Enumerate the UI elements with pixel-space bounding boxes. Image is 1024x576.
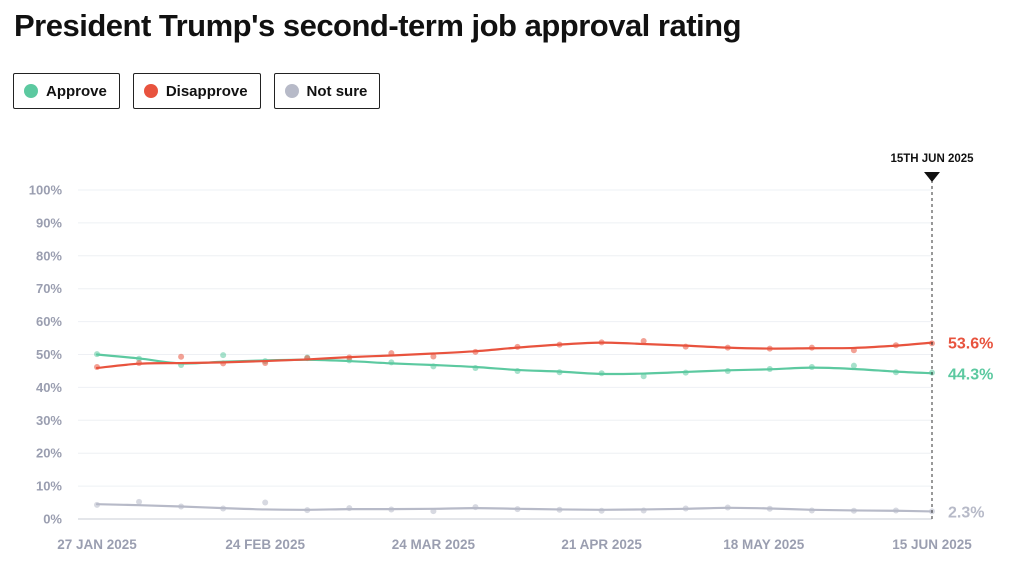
not-sure-end-label: 2.3% xyxy=(948,504,984,521)
data-point xyxy=(178,353,185,360)
x-tick-label: 24 MAR 2025 xyxy=(392,537,476,552)
x-tick-label: 15 JUN 2025 xyxy=(892,537,972,552)
disapprove-end-label: 53.6% xyxy=(948,336,993,353)
y-tick-label: 20% xyxy=(36,446,62,461)
date-marker: 15TH JUN 2025 xyxy=(890,153,974,519)
trend-lines xyxy=(95,341,934,513)
y-tick-label: 10% xyxy=(36,479,62,494)
y-tick-label: 70% xyxy=(36,281,62,296)
y-tick-label: 90% xyxy=(36,215,62,230)
data-points xyxy=(94,338,935,515)
data-point xyxy=(262,499,269,506)
end-labels: 53.6% 44.3% 2.3% xyxy=(948,336,993,522)
legend-approve-label: Approve xyxy=(46,82,107,100)
disapprove-line xyxy=(95,341,934,370)
not-sure-line xyxy=(95,503,934,513)
y-tick-label: 40% xyxy=(36,380,62,395)
data-point xyxy=(640,338,647,345)
legend-approve-button[interactable]: Approve xyxy=(13,73,120,109)
y-tick-label: 30% xyxy=(36,413,62,428)
y-axis-ticks: 0% 10% 20% 30% 40% 50% 60% 70% 80% 90% 100% xyxy=(29,183,63,527)
data-point xyxy=(430,353,437,360)
marker-triangle-icon xyxy=(924,172,940,182)
approve-dot-icon xyxy=(24,84,38,98)
legend-disapprove-button[interactable]: Disapprove xyxy=(132,73,261,109)
marker-date-label: 15TH JUN 2025 xyxy=(890,153,974,165)
legend-disapprove-label: Disapprove xyxy=(165,82,248,100)
x-tick-label: 21 APR 2025 xyxy=(561,537,642,552)
approve-end-label: 44.3% xyxy=(948,366,993,383)
x-tick-label: 27 JAN 2025 xyxy=(57,537,137,552)
legend: Approve Disapprove Not sure xyxy=(13,73,381,109)
y-tick-label: 80% xyxy=(36,248,62,263)
x-tick-label: 18 MAY 2025 xyxy=(723,537,805,552)
not-sure-dot-icon xyxy=(284,84,299,98)
chart-title: President Trump's second-term job approv… xyxy=(14,8,742,43)
y-tick-label: 0% xyxy=(43,512,62,527)
x-tick-label: 24 FEB 2025 xyxy=(225,537,305,552)
y-tick-label: 50% xyxy=(36,347,62,362)
y-tick-label: 60% xyxy=(36,314,62,329)
data-point xyxy=(220,352,227,359)
legend-not-sure-button[interactable]: Not sure xyxy=(273,73,381,109)
gridlines xyxy=(78,189,932,520)
data-point xyxy=(850,362,857,369)
data-point xyxy=(136,498,143,505)
x-axis-ticks: 27 JAN 2025 24 FEB 2025 24 MAR 2025 21 APR … xyxy=(57,537,972,552)
legend-not-sure-label: Not sure xyxy=(306,82,368,100)
y-tick-label: 100% xyxy=(29,183,63,198)
disapprove-dot-icon xyxy=(143,84,158,98)
